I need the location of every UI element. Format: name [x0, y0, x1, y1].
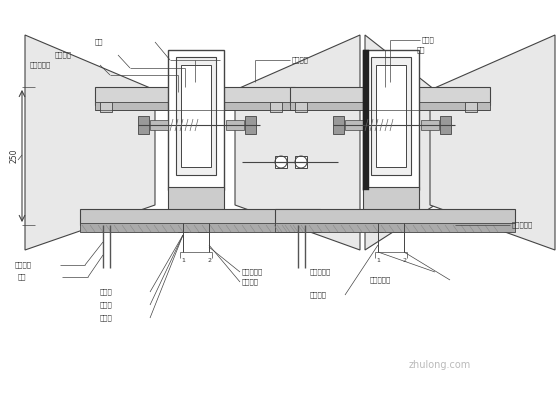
Bar: [371, 57, 411, 175]
Text: 填缝胶水: 填缝胶水: [15, 262, 32, 268]
Text: 不锈钢压片: 不锈钢压片: [310, 269, 332, 275]
Bar: [373, 220, 383, 232]
Text: 内窗扇: 内窗扇: [422, 37, 435, 43]
Bar: [275, 156, 287, 168]
Bar: [270, 102, 282, 112]
Bar: [363, 50, 419, 190]
Polygon shape: [365, 35, 435, 250]
Text: 1: 1: [376, 257, 380, 262]
Polygon shape: [25, 35, 155, 250]
Polygon shape: [235, 35, 360, 250]
Text: 2: 2: [402, 257, 406, 262]
Bar: [198, 220, 208, 232]
Text: 口字密封条: 口字密封条: [370, 277, 391, 284]
Text: 双面胶粘: 双面胶粘: [310, 292, 327, 298]
Text: 连接角钢: 连接角钢: [55, 52, 72, 58]
Text: 250: 250: [10, 149, 18, 163]
Bar: [369, 209, 413, 223]
Bar: [176, 57, 216, 175]
Text: 结构胶: 结构胶: [100, 315, 113, 321]
Bar: [421, 120, 439, 130]
Bar: [275, 209, 515, 225]
Text: 立柱: 立柱: [417, 47, 426, 53]
Text: zhulong.com: zhulong.com: [409, 360, 471, 370]
Bar: [290, 87, 490, 105]
Text: 玻璃: 玻璃: [18, 274, 26, 280]
Bar: [226, 120, 244, 130]
Text: 泡沫背衬: 泡沫背衬: [242, 279, 259, 285]
Text: 间断密封胶: 间断密封胶: [242, 269, 263, 275]
Text: 防噪垫片: 防噪垫片: [292, 57, 309, 63]
Bar: [80, 223, 320, 232]
Bar: [174, 209, 218, 223]
Bar: [138, 116, 149, 134]
Text: 不锈钢横梁: 不锈钢横梁: [30, 62, 52, 68]
Text: 1: 1: [181, 257, 185, 262]
Bar: [440, 116, 451, 134]
Bar: [100, 102, 112, 112]
Bar: [275, 223, 515, 232]
Text: 铝框胶: 铝框胶: [100, 289, 113, 295]
Bar: [345, 120, 363, 130]
Bar: [80, 209, 320, 225]
Bar: [295, 156, 307, 168]
Bar: [168, 50, 224, 190]
Polygon shape: [430, 35, 555, 250]
Bar: [245, 116, 256, 134]
Bar: [363, 50, 369, 190]
Bar: [178, 220, 188, 232]
Bar: [333, 116, 344, 134]
Text: 钢板: 钢板: [95, 39, 104, 45]
Bar: [150, 120, 168, 130]
Bar: [376, 65, 406, 167]
Bar: [363, 187, 419, 212]
Bar: [181, 65, 211, 167]
Text: 铝框胶: 铝框胶: [100, 302, 113, 308]
Bar: [465, 102, 477, 112]
Bar: [393, 220, 403, 232]
Bar: [95, 87, 295, 105]
Bar: [168, 187, 224, 212]
Bar: [95, 102, 295, 110]
Text: 不锈钢横梁: 不锈钢横梁: [512, 222, 533, 228]
Text: 2: 2: [207, 257, 211, 262]
Bar: [290, 102, 490, 110]
Bar: [295, 102, 307, 112]
